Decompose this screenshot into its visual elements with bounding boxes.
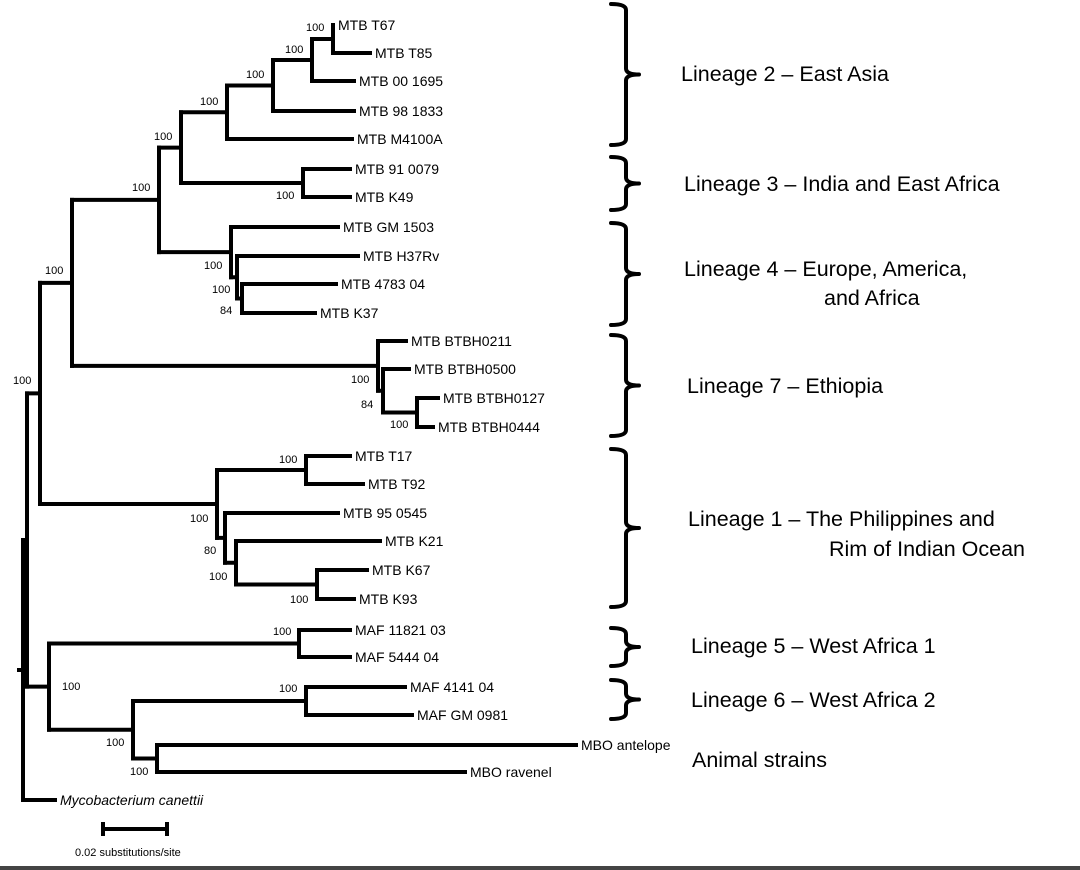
leaf-label-k67: MTB K67 (372, 562, 431, 578)
leaf-label-h37rv: MTB H37Rv (363, 248, 439, 264)
support-value-n_modern: 100 (45, 265, 63, 277)
tree-branches (17, 23, 578, 802)
brace-lineage-7 (609, 333, 641, 438)
lineage-label-lineage-7: Lineage 7 – Ethiopia (687, 374, 883, 398)
support-value-n_l234: 100 (132, 182, 150, 194)
scale-bar-label: 0.02 substitutions/site (75, 847, 181, 859)
lineage-label-lineage-3: Lineage 3 – India and East Africa (684, 172, 1000, 196)
brace-lineage-6 (609, 678, 641, 721)
support-value-n_l2_root: 100 (154, 131, 172, 143)
leaf-label-t67: MTB T67 (338, 17, 396, 33)
lineage-label-lineage-6: Lineage 6 – West Africa 2 (691, 688, 936, 712)
brace-lineage-1 (609, 447, 641, 609)
leaf-label-k21: MTB K21 (385, 533, 444, 549)
leaf-label-maf414104: MAF 4141 04 (410, 679, 494, 695)
support-value-n_l1b: 80 (204, 545, 216, 557)
support-value-n_l6: 100 (279, 683, 297, 695)
leaf-label-m478304: MTB 4783 04 (341, 276, 425, 292)
support-value-n_mtb: 100 (13, 375, 31, 387)
support-value-n_l7b: 84 (361, 399, 373, 411)
lineage-labels: Lineage 2 – East Asia Lineage 3 – India a… (681, 62, 1025, 772)
support-value-n_l2a: 100 (285, 44, 303, 56)
brace-lineage-2 (609, 2, 641, 147)
lineage-label-lineage-5: Lineage 5 – West Africa 1 (691, 634, 936, 658)
support-value-n_l6_animal: 100 (106, 737, 124, 749)
support-value-n_l1_root: 100 (190, 513, 208, 525)
support-value-n_l4c: 84 (220, 305, 232, 317)
support-value-n_l1c: 100 (209, 571, 227, 583)
support-value-n_l4b: 100 (212, 284, 230, 296)
lineage-label-animal-strains: Animal strains (692, 748, 827, 772)
lineage-braces (609, 2, 641, 721)
leaf-label-btbh0127: MTB BTBH0127 (443, 390, 545, 406)
leaf-label-mbo_ravenel: MBO ravenel (470, 764, 552, 780)
support-value-n_l7_root: 100 (351, 374, 369, 386)
leaf-label-m4100a: MTB M4100A (357, 131, 443, 147)
support-value-n_animal: 100 (130, 766, 148, 778)
leaf-label-gm1503: MTB GM 1503 (343, 219, 434, 235)
support-value-n_l1_k: 100 (290, 594, 308, 606)
leaf-label-k93: MTB K93 (359, 591, 418, 607)
lineage-label-lineage-4-line2: and Africa (824, 286, 920, 310)
leaf-label-t92: MTB T92 (368, 476, 426, 492)
lineage-label-lineage-1: Lineage 1 – The Philippines and (688, 507, 995, 531)
brace-lineage-3 (609, 155, 641, 212)
leaf-label-btbh0444: MTB BTBH0444 (438, 419, 540, 435)
leaf-label-t85: MTB T85 (375, 45, 433, 61)
leaf-label-m950545: MTB 95 0545 (343, 505, 427, 521)
leaf-label-maf1182103: MAF 11821 03 (355, 622, 446, 638)
support-value-n_af: 100 (62, 681, 80, 693)
leaf-label-maf544404: MAF 5444 04 (355, 649, 439, 665)
support-value-n_t67_t85: 100 (306, 22, 324, 34)
support-value-n_l7c: 100 (390, 419, 408, 431)
leaf-label-m981833: MTB 98 1833 (359, 103, 443, 119)
support-value-n_l5: 100 (273, 626, 291, 638)
brace-lineage-5 (609, 626, 641, 668)
support-value-n_l3: 100 (276, 190, 294, 202)
leaf-label-canettii: Mycobacterium canettii (60, 792, 204, 808)
support-value-n_l4_root: 100 (204, 260, 222, 272)
lineage-label-lineage-1-line2: Rim of Indian Ocean (829, 537, 1025, 561)
lineage-label-lineage-4: Lineage 4 – Europe, America, (684, 257, 967, 281)
brace-lineage-4 (609, 221, 641, 327)
support-value-n_l2c: 100 (200, 96, 218, 108)
leaf-label-k37: MTB K37 (320, 305, 379, 321)
leaf-label-mbo_antelope: MBO antelope (581, 737, 671, 753)
leaf-label-m001695: MTB 00 1695 (359, 73, 443, 89)
bottom-border (0, 866, 1080, 870)
support-value-n_l2b: 100 (246, 69, 264, 81)
leaf-label-mafgm0981: MAF GM 0981 (417, 707, 508, 723)
lineage-label-lineage-2: Lineage 2 – East Asia (681, 62, 889, 86)
support-value-n_l1_t: 100 (279, 454, 297, 466)
leaf-label-btbh0211: MTB BTBH0211 (411, 333, 512, 349)
leaf-labels: MTB T67 MTB T85 MTB 00 1695 MTB 98 1833 MTB … (60, 17, 671, 808)
leaf-label-t17: MTB T17 (355, 448, 413, 464)
support-values: 1001001001001001001001001008410010084100… (13, 22, 408, 778)
leaf-label-btbh0500: MTB BTBH0500 (414, 361, 516, 377)
scale-bar: 0.02 substitutions/site (75, 822, 181, 859)
leaf-label-m910079: MTB 91 0079 (355, 161, 439, 177)
leaf-label-k49: MTB K49 (355, 189, 414, 205)
